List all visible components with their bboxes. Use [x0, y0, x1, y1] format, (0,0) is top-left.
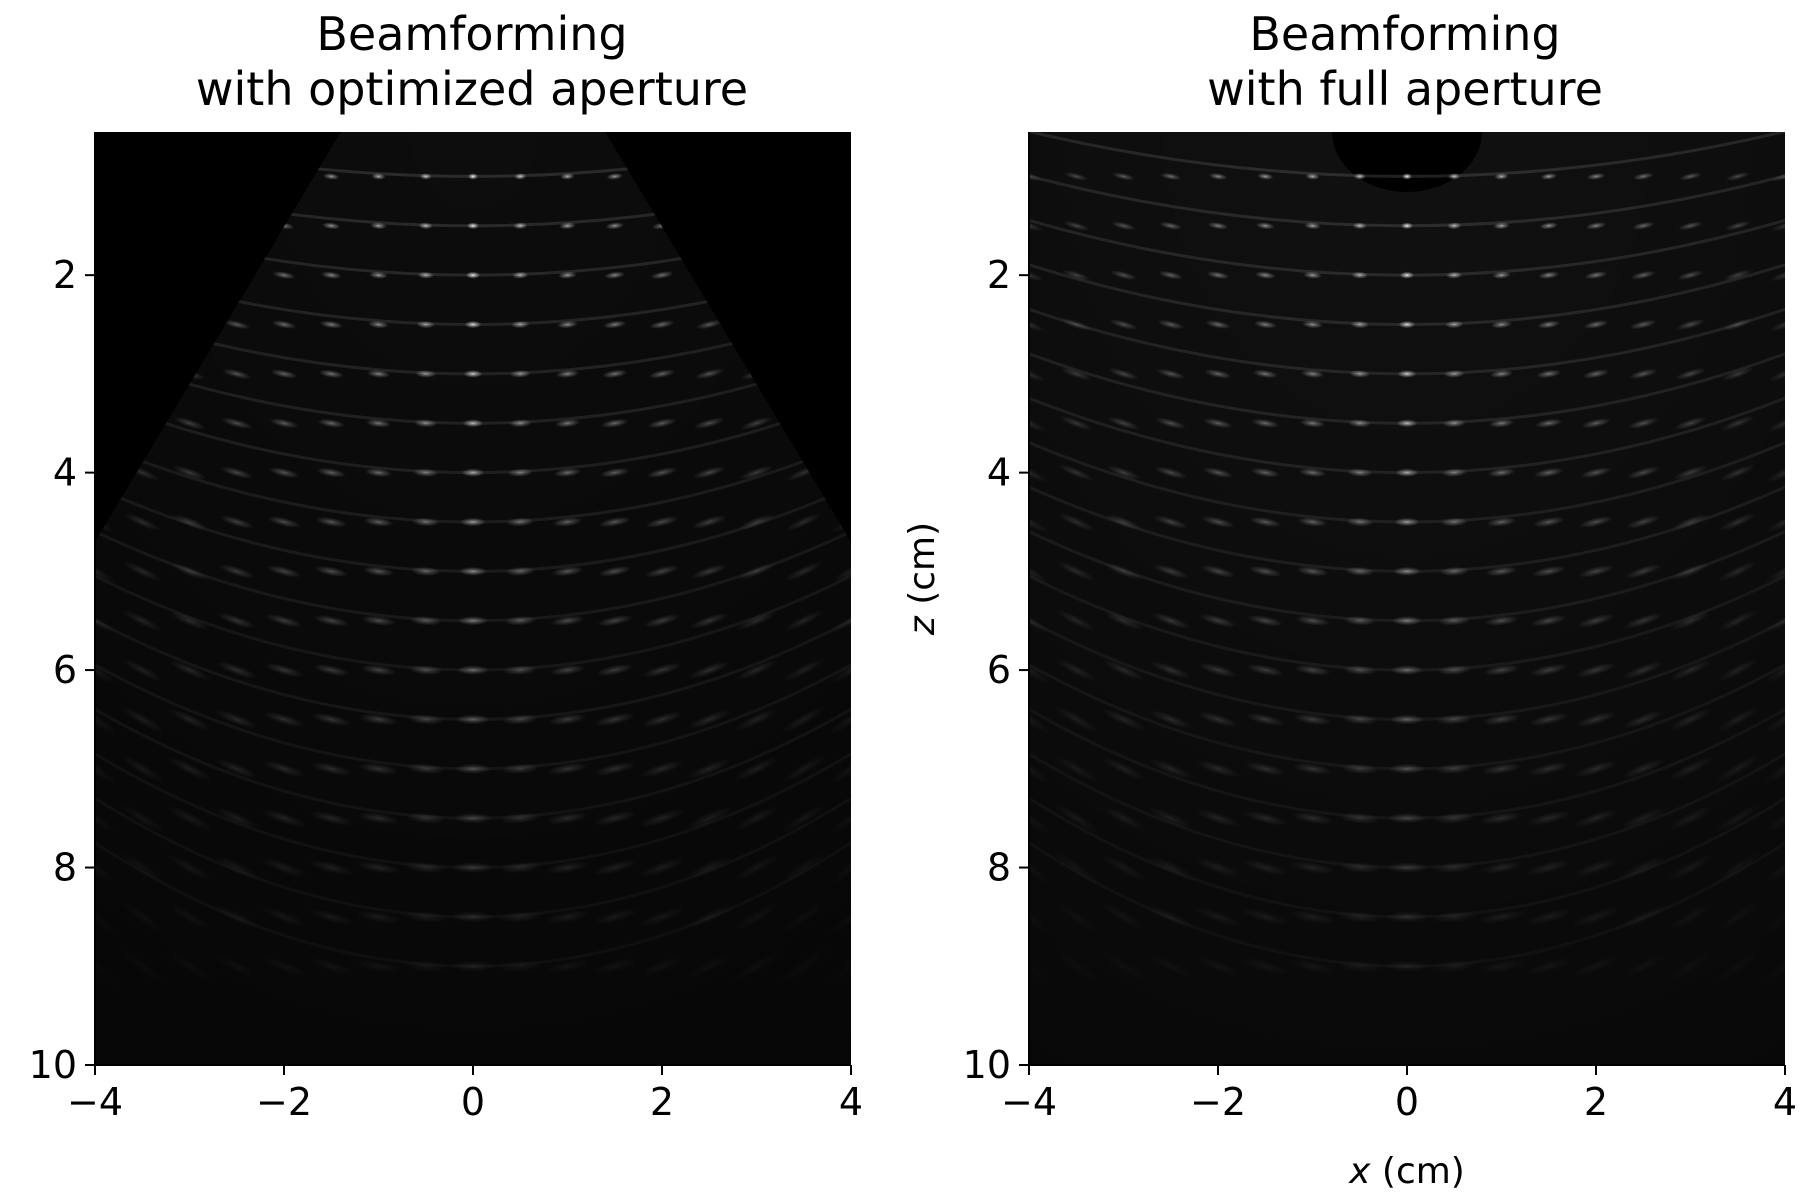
y-tick-label: 8	[987, 846, 1011, 890]
panel-optimized: Beamforming with optimized aperture −4 −2…	[29, 7, 863, 1124]
y-axis-label: z (cm)	[902, 522, 943, 636]
x-tick-label: 4	[839, 1080, 863, 1124]
x-tick-label: 2	[650, 1080, 674, 1124]
x-tick-label: −4	[67, 1080, 123, 1124]
x-axis-label: x (cm)	[1348, 1151, 1465, 1192]
y-tick-label: 6	[987, 648, 1011, 692]
x-tick-label: 0	[1395, 1080, 1419, 1124]
depth-attenuation	[95, 132, 851, 1065]
axes-left: −4 −2 0 2 4 2 4 6 8 10	[29, 132, 863, 1124]
y-tick-label: 6	[53, 648, 77, 692]
title-right-line1: Beamforming	[1249, 7, 1560, 61]
x-tick-label: −2	[1190, 1080, 1246, 1124]
axes-right: −4 −2 0 2 4 2 4 6 8 10	[963, 132, 1797, 1124]
image-optimized-aperture	[95, 132, 851, 1065]
x-tick-label: 0	[461, 1080, 485, 1124]
title-left-line1: Beamforming	[316, 7, 627, 61]
y-tick-label: 4	[987, 451, 1011, 495]
x-tick-label: 2	[1584, 1080, 1608, 1124]
y-tick-label: 10	[29, 1043, 77, 1087]
x-tick-label: −4	[1001, 1080, 1057, 1124]
image-full-aperture	[1029, 132, 1785, 1065]
y-tick-label: 2	[987, 253, 1011, 297]
x-tick-label: 4	[1773, 1080, 1797, 1124]
y-tick-label: 4	[53, 451, 77, 495]
x-tick-label: −2	[256, 1080, 312, 1124]
y-tick-label: 8	[53, 846, 77, 890]
title-right-line2: with full aperture	[1207, 62, 1603, 116]
y-tick-label: 10	[963, 1043, 1011, 1087]
depth-attenuation	[1029, 132, 1785, 1065]
title-left-line2: with optimized aperture	[196, 62, 748, 116]
panel-full: Beamforming with full aperture −4 −2 0 2 4 2 4…	[963, 7, 1797, 1124]
y-tick-label: 2	[53, 253, 77, 297]
